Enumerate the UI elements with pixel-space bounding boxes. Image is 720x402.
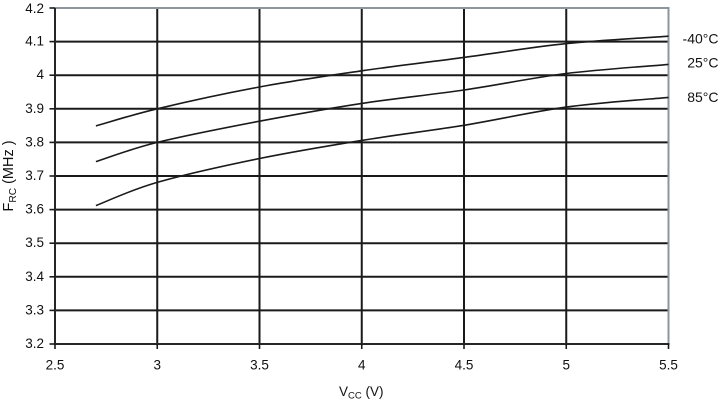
svg-text:2.5: 2.5 xyxy=(46,358,65,373)
svg-text:4.5: 4.5 xyxy=(455,358,474,373)
svg-text:4.1: 4.1 xyxy=(25,34,44,49)
svg-text:-40°C: -40°C xyxy=(683,30,719,46)
svg-text:85°C: 85°C xyxy=(687,89,718,105)
svg-text:4: 4 xyxy=(358,358,366,373)
svg-text:3.4: 3.4 xyxy=(25,269,44,284)
svg-text:3.5: 3.5 xyxy=(250,358,269,373)
svg-text:4: 4 xyxy=(36,67,44,82)
svg-text:5: 5 xyxy=(562,358,570,373)
svg-text:4.2: 4.2 xyxy=(25,1,44,16)
svg-text:5.5: 5.5 xyxy=(659,358,678,373)
svg-text:3.5: 3.5 xyxy=(25,235,44,250)
svg-text:3.6: 3.6 xyxy=(25,202,44,217)
svg-text:3: 3 xyxy=(153,358,161,373)
svg-text:3.2: 3.2 xyxy=(25,336,44,351)
svg-text:3.3: 3.3 xyxy=(25,302,44,317)
svg-text:25°C: 25°C xyxy=(687,54,718,70)
svg-text:3.8: 3.8 xyxy=(25,134,44,149)
svg-text:3.9: 3.9 xyxy=(25,101,44,116)
svg-text:3.7: 3.7 xyxy=(25,168,44,183)
